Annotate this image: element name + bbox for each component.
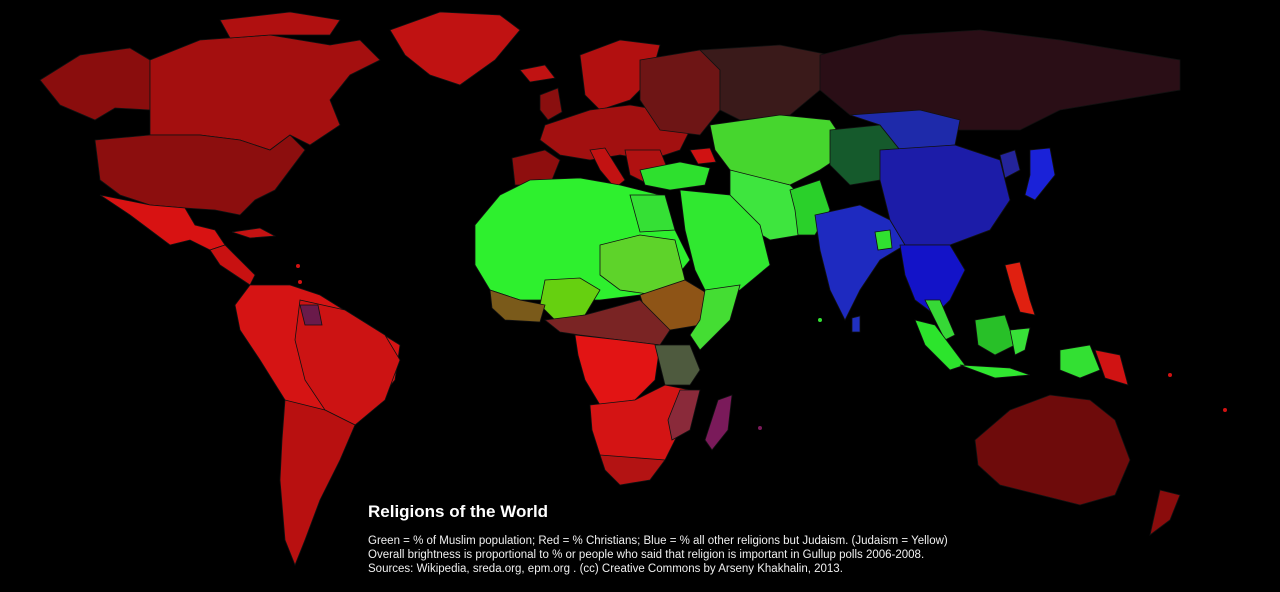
region-arabia (679, 189, 771, 301)
region-malay-peninsula (924, 299, 956, 341)
region-bangladesh (874, 229, 893, 251)
region-caucasus (689, 147, 717, 165)
region-madagascar (704, 394, 733, 451)
region-canada-arctic (219, 11, 341, 39)
region-usa (94, 134, 306, 216)
region-south-africa (599, 454, 666, 486)
region-new-zealand (1149, 489, 1181, 536)
region-sulawesi (1009, 327, 1031, 356)
region-mozambique (667, 389, 701, 441)
region-java (959, 364, 1031, 379)
region-west-africa-coast (489, 289, 546, 323)
island-hawaii (296, 264, 300, 268)
region-tanzania (654, 344, 701, 386)
region-australia (974, 394, 1131, 506)
region-iceland (519, 64, 556, 83)
region-greenland (389, 11, 521, 86)
brightness-note: Overall brightness is proportional to % … (368, 549, 925, 561)
island-fiji (1223, 408, 1227, 412)
region-central-asia (709, 114, 851, 186)
region-japan (1024, 147, 1056, 201)
island-vanuatu (1168, 373, 1172, 377)
island-caribbean (298, 280, 302, 284)
region-png (1094, 349, 1129, 386)
region-brazil (294, 299, 401, 426)
region-philippines (1004, 261, 1036, 316)
region-korea (999, 149, 1021, 179)
region-southern-cone (279, 399, 356, 567)
region-china (879, 144, 1011, 246)
region-uk (539, 87, 563, 121)
region-central-america (209, 244, 256, 286)
region-sri-lanka (851, 315, 861, 333)
sources-line: Sources: Wikipedia, sreda.org, epm.org .… (368, 563, 843, 575)
region-guyana (299, 304, 323, 326)
region-sumatra (914, 319, 966, 371)
region-russia-west (699, 44, 831, 121)
region-iberia (511, 149, 561, 186)
island-maldives (818, 318, 822, 322)
region-borneo (974, 314, 1016, 356)
region-turkey (639, 161, 711, 191)
region-italy (589, 147, 626, 189)
island-mauritius (758, 426, 762, 430)
legend-line: Green = % of Muslim population; Red = % … (368, 535, 948, 547)
region-somalia (689, 284, 741, 351)
map-title: Religions of the World (368, 502, 549, 521)
region-egypt (629, 194, 676, 233)
region-new-guinea (1059, 344, 1101, 379)
map-caption: Religions of the World Green = % of Musl… (368, 502, 948, 576)
region-cuba (231, 227, 277, 239)
